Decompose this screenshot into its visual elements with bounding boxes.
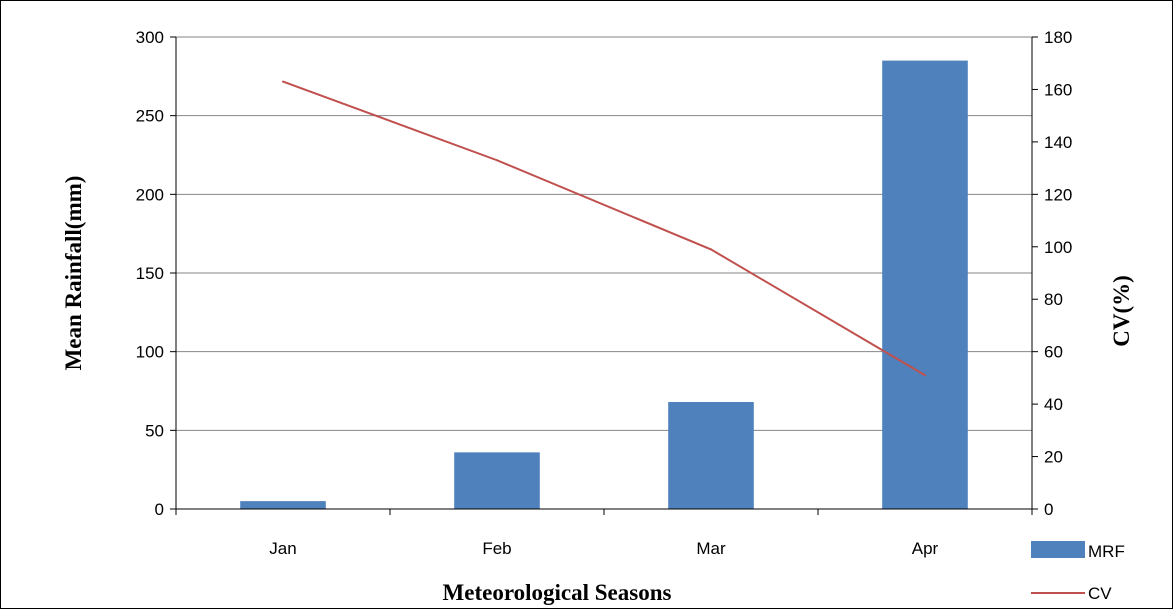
y2-tick-label: 140 xyxy=(1044,133,1072,152)
x-tick-label-apr: Apr xyxy=(912,539,939,558)
cv-point-apr xyxy=(924,374,926,377)
y2-tick-label: 0 xyxy=(1044,500,1053,519)
axes: 0 50 100 150 200 250 300 0 20 40 60 80 100 120 140 160 1… xyxy=(136,28,1073,558)
legend-label-cv: CV xyxy=(1088,584,1112,603)
y-tick-label: 200 xyxy=(136,185,164,204)
legend-label-mrf: MRF xyxy=(1088,542,1125,561)
y2-axis-title: CV(%) xyxy=(1109,275,1134,347)
y-tick-label: 300 xyxy=(136,28,164,47)
cv-point-mar xyxy=(710,248,712,251)
x-tick-label-jan: Jan xyxy=(269,539,296,558)
y-tick-label: 0 xyxy=(155,500,164,519)
y2-tick-label: 40 xyxy=(1044,395,1063,414)
x-tick-label-feb: Feb xyxy=(482,539,511,558)
legend: MRF CV xyxy=(1031,541,1125,603)
cv-line xyxy=(282,80,926,377)
y2-tick-label: 20 xyxy=(1044,448,1063,467)
y2-tick-label: 80 xyxy=(1044,290,1063,309)
bar-mar xyxy=(668,402,754,509)
line-series-cv xyxy=(282,80,926,377)
y-tick-label: 50 xyxy=(145,421,164,440)
y-tick-label: 250 xyxy=(136,107,164,126)
x-axis-title: Meteorological Seasons xyxy=(443,580,672,605)
y2-tick-label: 160 xyxy=(1044,80,1072,99)
cv-point-feb xyxy=(496,159,498,162)
legend-swatch-mrf xyxy=(1031,541,1085,558)
y-axis-title: Mean Rainfall(mm) xyxy=(61,176,86,371)
y2-tick-label: 60 xyxy=(1044,343,1063,362)
y-tick-label: 150 xyxy=(136,264,164,283)
bar-feb xyxy=(454,452,540,509)
bar-apr xyxy=(882,60,968,509)
x-tick-label-mar: Mar xyxy=(696,539,726,558)
y2-tick-label: 180 xyxy=(1044,28,1072,47)
cv-point-jan xyxy=(282,80,284,83)
y2-tick-label: 120 xyxy=(1044,185,1072,204)
y2-tick-label: 100 xyxy=(1044,238,1072,257)
y-tick-label: 100 xyxy=(136,343,164,362)
bar-series-mrf xyxy=(240,60,968,509)
bar-jan xyxy=(240,501,326,509)
